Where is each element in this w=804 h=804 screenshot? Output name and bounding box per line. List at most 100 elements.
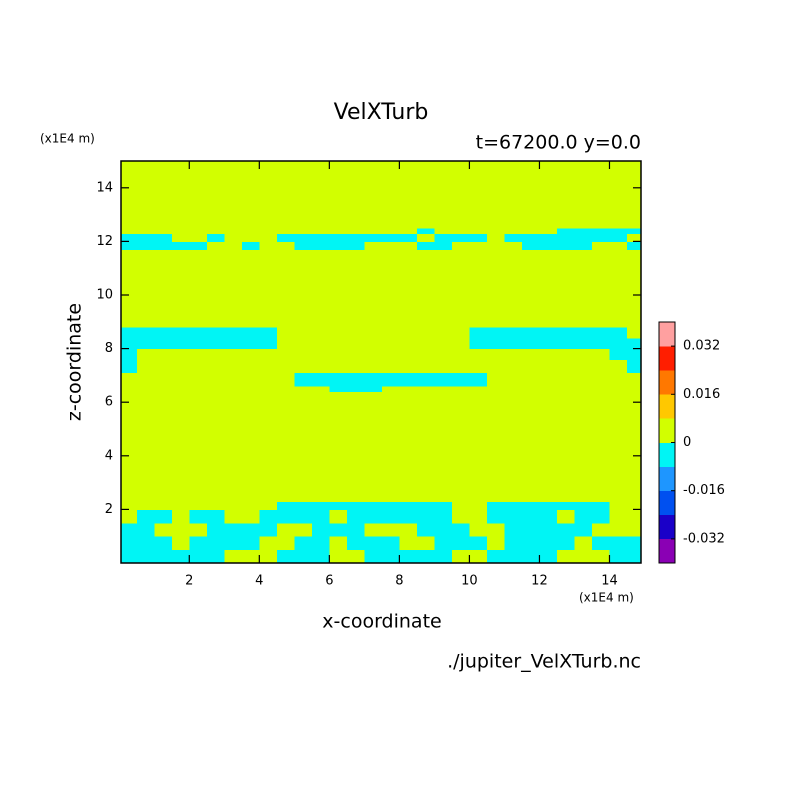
contour-cell xyxy=(224,522,243,537)
contour-cell xyxy=(364,536,383,551)
colorbar-swatch xyxy=(659,538,675,564)
contour-cell xyxy=(434,522,453,537)
contour-cell xyxy=(276,509,295,524)
contour-cell xyxy=(574,359,593,374)
contour-cell xyxy=(276,386,295,392)
contour-cell xyxy=(136,372,155,387)
contour-cell xyxy=(609,327,628,339)
contour-cell xyxy=(574,522,593,537)
contour-cell xyxy=(539,522,558,537)
contour-cell xyxy=(591,228,610,234)
contour-cell xyxy=(591,509,610,524)
contour-cell xyxy=(399,337,418,350)
contour-cell xyxy=(609,509,628,524)
contour-cell xyxy=(609,522,628,537)
contour-cell xyxy=(451,161,470,229)
contour-cell xyxy=(591,359,610,374)
contour-cell xyxy=(294,233,313,242)
contour-cell xyxy=(311,337,330,350)
contour-cell xyxy=(329,509,348,524)
contour-cell xyxy=(486,386,505,392)
contour-cell xyxy=(276,228,295,234)
contour-cell xyxy=(539,233,558,242)
y-tick-label: 10 xyxy=(96,288,113,303)
contour-cell xyxy=(451,337,470,350)
contour-cell xyxy=(364,386,383,392)
contour-cell xyxy=(259,522,278,537)
contour-cell xyxy=(311,386,330,392)
contour-cell xyxy=(136,337,155,350)
contour-cell xyxy=(469,241,488,250)
contour-cell xyxy=(259,337,278,350)
contour-cell xyxy=(469,549,488,563)
contour-cell xyxy=(171,372,190,387)
contour-cell xyxy=(171,327,190,339)
contour-cell xyxy=(609,228,628,234)
contour-cell xyxy=(241,161,260,229)
contour-cell xyxy=(556,348,575,360)
contour-cell xyxy=(609,372,628,387)
contour-cell xyxy=(381,228,400,234)
contour-cell xyxy=(364,522,383,537)
contour-cell xyxy=(521,348,540,360)
contour-cell xyxy=(136,348,155,360)
contour-cell xyxy=(259,233,278,242)
contour-cell xyxy=(504,241,523,250)
contour-cell xyxy=(574,509,593,524)
contour-cell xyxy=(556,522,575,537)
contour-cell xyxy=(276,348,295,360)
contour-cell xyxy=(626,327,641,339)
contour-cell xyxy=(171,337,190,350)
contour-cell xyxy=(504,348,523,360)
contour-cell xyxy=(329,522,348,537)
contour-cell xyxy=(521,337,540,350)
colorbar-swatch xyxy=(659,418,675,443)
x-tick-label: 14 xyxy=(601,574,618,589)
contour-cell xyxy=(329,327,348,339)
contour-cell xyxy=(469,391,488,502)
contour-cell xyxy=(259,241,278,250)
contour-cell xyxy=(171,348,190,360)
contour-cell xyxy=(121,348,138,360)
contour-cell xyxy=(451,501,470,510)
contour-cell xyxy=(451,372,470,387)
contour-cell xyxy=(574,241,593,250)
y-tick-label: 6 xyxy=(105,395,113,410)
colorbar-tick-label: 0.016 xyxy=(683,387,720,402)
contour-cell xyxy=(574,249,593,328)
contour-cell xyxy=(469,359,488,374)
contour-cell xyxy=(451,509,470,524)
y-unit: (x1E4 m) xyxy=(40,132,95,146)
contour-cell xyxy=(486,549,505,563)
contour-cell xyxy=(224,228,243,234)
contour-cell xyxy=(329,359,348,374)
contour-cell xyxy=(539,348,558,360)
contour-cell xyxy=(189,233,208,242)
contour-cell xyxy=(399,241,418,250)
contour-cell xyxy=(521,522,540,537)
contour-cell xyxy=(154,391,173,502)
contour-cell xyxy=(346,501,365,510)
contour-cell xyxy=(556,241,575,250)
contour-cell xyxy=(416,372,435,387)
contour-cell xyxy=(121,536,138,551)
contour-cell xyxy=(381,372,400,387)
contour-cell xyxy=(241,359,260,374)
contour-cell xyxy=(539,391,558,502)
contour-cell xyxy=(504,391,523,502)
contour-cell xyxy=(154,337,173,350)
contour-cell xyxy=(591,327,610,339)
contour-cell xyxy=(399,386,418,392)
contour-cell xyxy=(556,337,575,350)
contour-cell xyxy=(434,501,453,510)
contour-cell xyxy=(121,228,138,234)
colorbar-swatch xyxy=(659,394,675,419)
contour-cell xyxy=(171,391,190,502)
contour-cell xyxy=(241,228,260,234)
contour-cell xyxy=(539,536,558,551)
contour-cell xyxy=(206,337,225,350)
contour-cell xyxy=(399,327,418,339)
contour-cell xyxy=(294,522,313,537)
contour-cell xyxy=(521,509,540,524)
contour-cell xyxy=(591,241,610,250)
